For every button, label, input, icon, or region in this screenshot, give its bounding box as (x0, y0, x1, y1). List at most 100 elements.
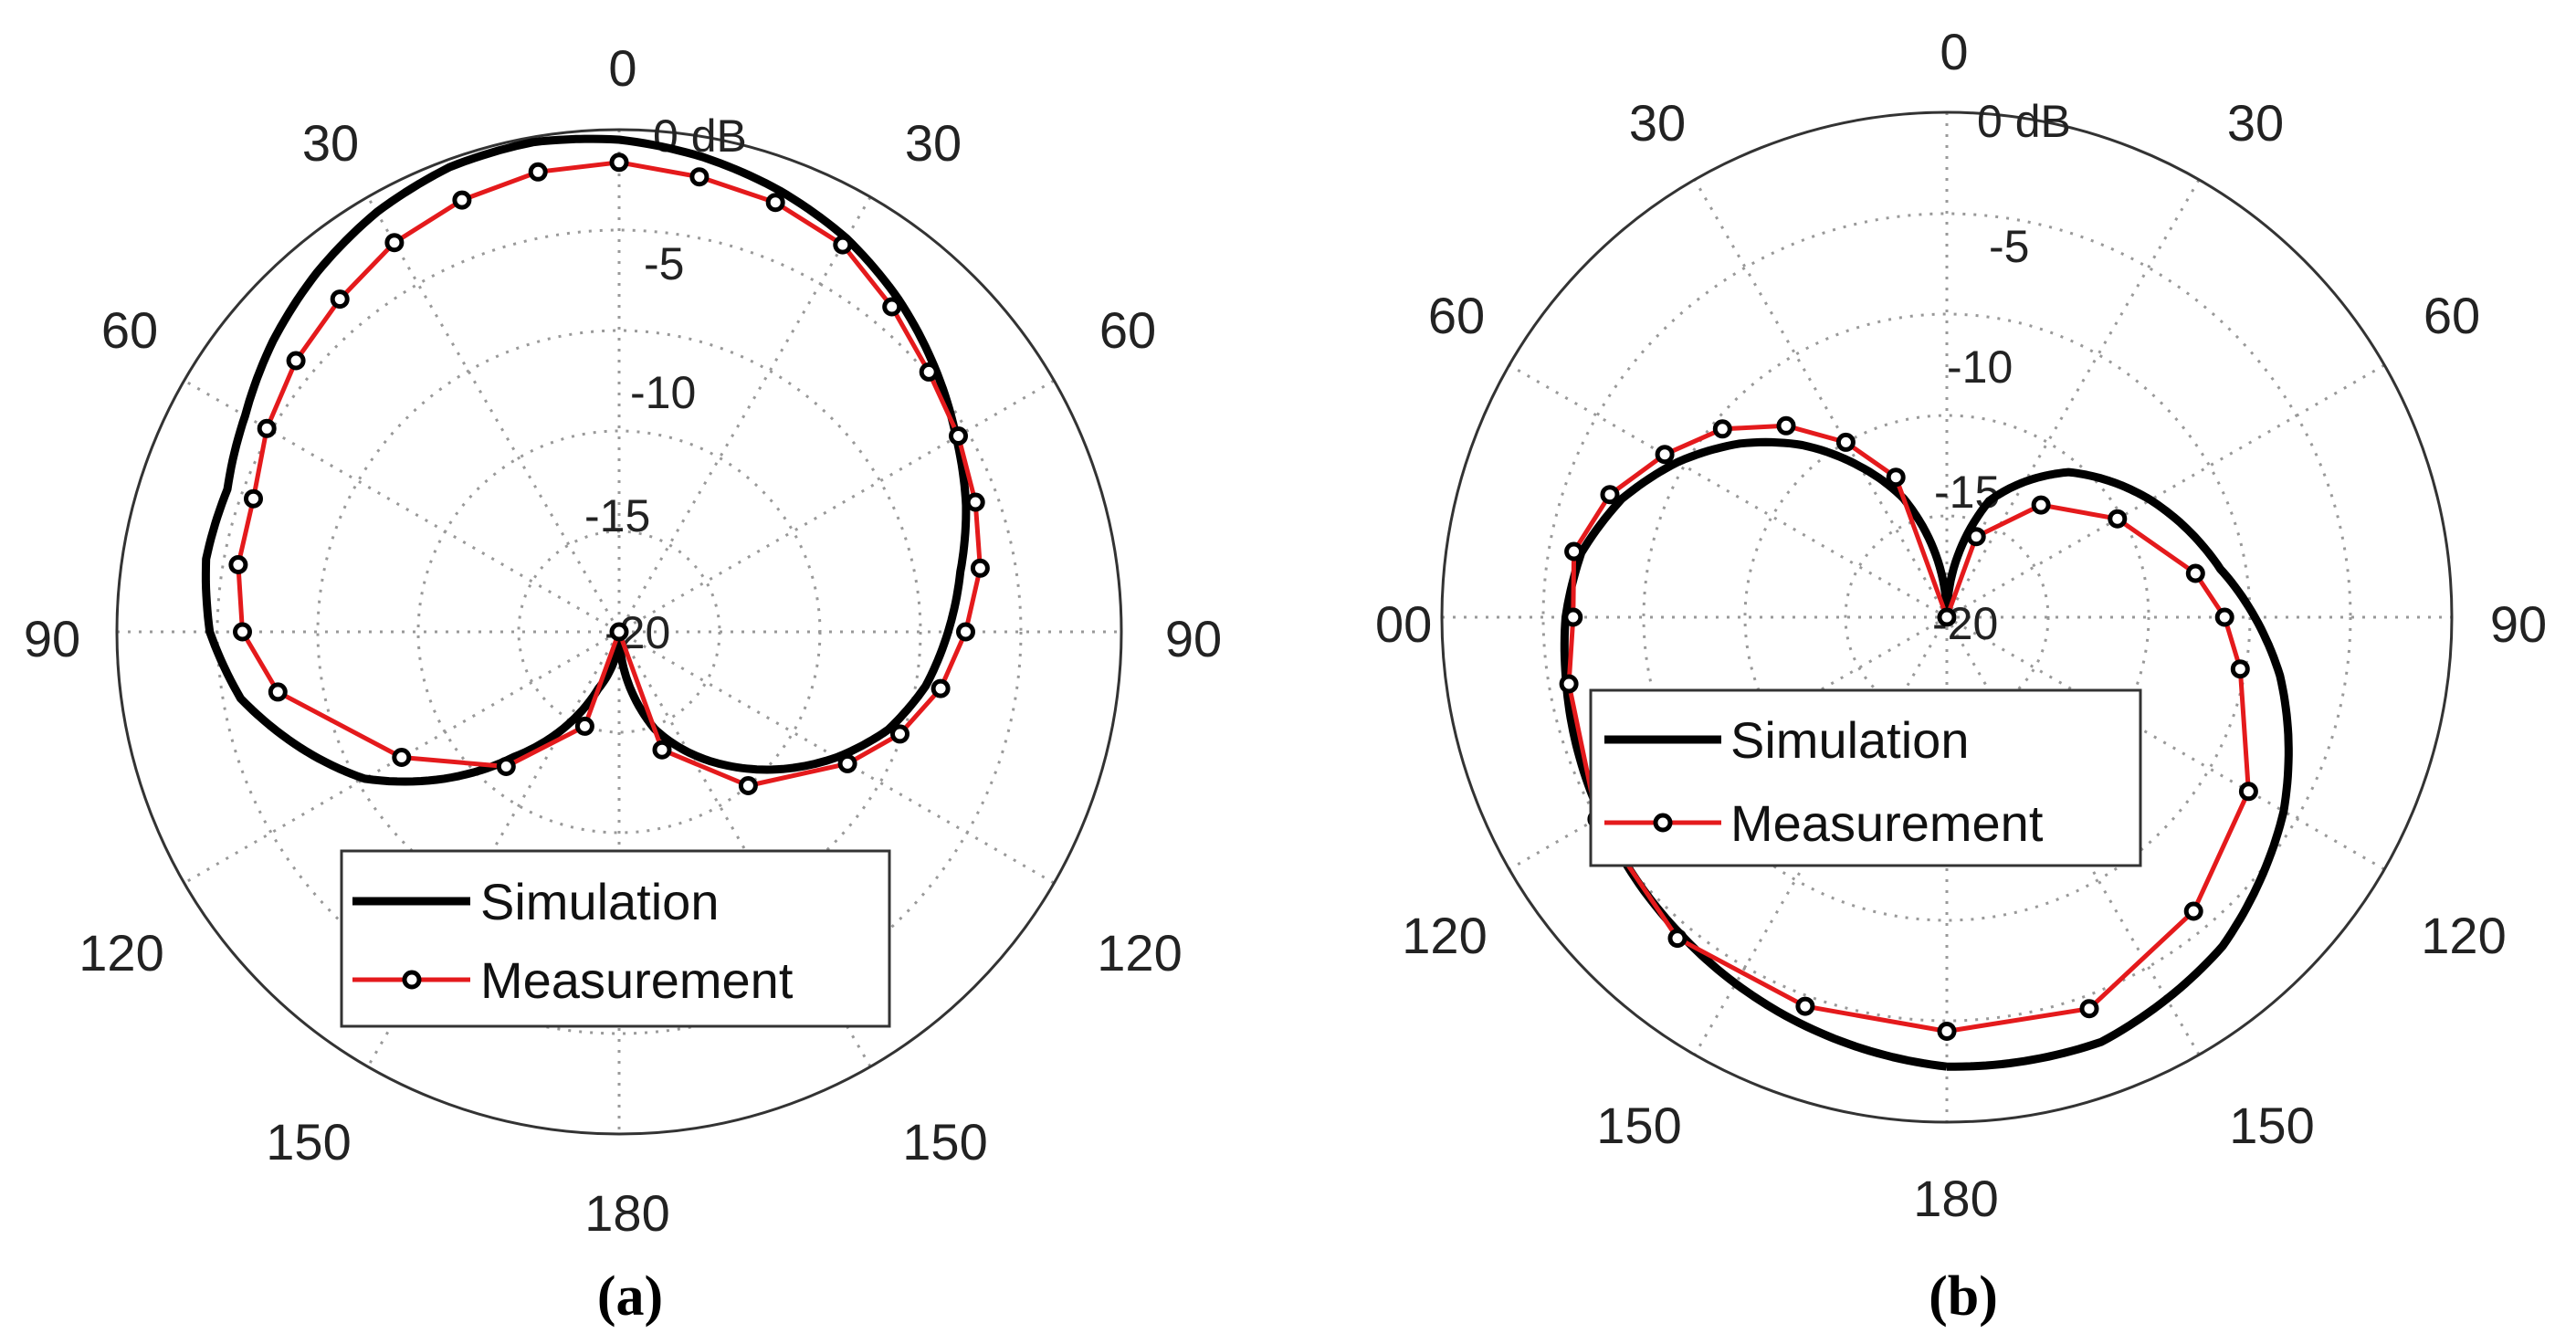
panel-b-legend: Simulation Measurement (1589, 688, 2142, 867)
panel-b-rtick-5: -5 (1989, 221, 2029, 272)
panel-b-outer-ring (1440, 110, 2454, 1124)
panel-b-angle-90-left: 00 (1375, 595, 1432, 653)
panel-a-measurement-point-20 (949, 426, 968, 446)
panel-b-measurement-point-5 (1563, 607, 1583, 627)
panel-a-measurement-point-24 (931, 678, 951, 698)
panel-a-legend-simulation-label: Simulation (480, 873, 719, 930)
panel-a-measurement-point-0 (609, 622, 629, 642)
panel-a-measurement-point-4 (268, 682, 288, 702)
panel-b-measurement-point-19 (2230, 659, 2250, 679)
panel-b-measurement-point-8 (1655, 445, 1675, 465)
panel-a-measurement-point-18 (882, 297, 902, 317)
panel-b-measurement-point-0 (1937, 1022, 1957, 1041)
panel-a-rtick-10: -10 (630, 367, 696, 418)
panel-a-measurement-point-3 (392, 748, 412, 767)
panel-b-measurement-point-22 (2079, 999, 2099, 1019)
panel-b-angle-90-right: 90 (2490, 595, 2547, 653)
panel-a-outer-ring (115, 128, 1123, 1136)
panel-a-measurement-point-16 (765, 193, 785, 213)
panel-a-measurement-point-28 (652, 740, 672, 760)
panel-a-measurement-point-13 (528, 162, 548, 182)
panel-a-measurement-point-15 (689, 167, 710, 187)
panel-a-measurement-point-8 (257, 418, 277, 438)
panel-b-measurement-point-13 (1937, 607, 1957, 627)
panel-b-series (1559, 415, 2293, 1071)
panel-a-legend: Simulation Measurement (340, 849, 891, 1028)
panel-a-measurement-point-22 (970, 558, 990, 578)
panel-a-measurement-point-25 (890, 724, 909, 744)
panel-b-caption: (b) (1929, 1265, 1998, 1328)
panel-b-angle-60-right: 60 (2424, 287, 2480, 344)
panel-a-measurement-point-11 (384, 233, 405, 253)
panel-b-measurement-point-12 (1886, 467, 1906, 488)
panel-a-legend-measurement-marker (402, 970, 422, 990)
panel-a-rtick-5: -5 (644, 238, 684, 289)
panel-a-measurement-point-12 (452, 190, 472, 210)
panel-b-measurement-point-15 (2031, 495, 2051, 515)
panel-a-measurement-point-17 (833, 235, 853, 255)
panel-b-rtick-10: -10 (1947, 341, 2013, 393)
panel-a-measurement-point-19 (919, 362, 939, 382)
panel-b-ring-3 (1642, 312, 2252, 922)
panel-a-radial-ticks: 0 dB -5 -10 -15 -20 (584, 110, 747, 658)
panel-a-measurement-point-27 (738, 776, 758, 795)
panel-b-measurement-point-7 (1600, 485, 1620, 505)
panel-b-angle-120-right: 120 (2421, 907, 2506, 964)
panel-a-angle-30-left: 30 (302, 114, 359, 172)
panel-b-rtick-0: 0 dB (1977, 96, 2071, 147)
panel-b-legend-box (1589, 688, 2142, 867)
panel-a-angle-120-left: 120 (79, 924, 163, 982)
panel-a-angle-180: 180 (584, 1184, 669, 1242)
panel-b-measurement-point-17 (2185, 563, 2205, 583)
panel-a-series (201, 134, 990, 795)
panel-b-angle-60-left: 60 (1428, 287, 1485, 344)
panel-a-measurement-point-21 (965, 492, 985, 512)
panel-a-measurement-point-10 (330, 289, 350, 310)
panel-b-angle-30-left: 30 (1629, 94, 1686, 152)
panel-b-legend-measurement-label: Measurement (1730, 794, 2044, 852)
panel-b-measurement-point-21 (2183, 901, 2203, 921)
panel-a-measurement-point-14 (609, 152, 629, 173)
panel-a-angle-0: 0 (608, 39, 636, 97)
panel-a-measurement-point-5 (233, 622, 252, 642)
panel-b-measurement-point-18 (2214, 607, 2234, 627)
panel-b-angle-labels: 0 30 30 60 60 00 90 120 120 150 150 180 (1375, 23, 2547, 1227)
panel-b-rtick-15: -15 (1934, 467, 2000, 518)
panel-b-measurement-point-14 (1966, 527, 1986, 547)
panel-b-measurement-point-16 (2108, 509, 2128, 529)
panel-b-measurement-point-1 (1795, 996, 1815, 1016)
panel-b-angle-120-left: 120 (1402, 907, 1487, 964)
panel-a-angle-90-left: 90 (24, 610, 80, 667)
panel-b-measurement-point-10 (1776, 415, 1796, 436)
panel-a-simulation-line (201, 134, 971, 786)
panel-b-ring-2 (1743, 414, 2150, 821)
panel-b-angle-0: 0 (1940, 23, 1968, 80)
panel-a-measurement-line (236, 160, 983, 788)
panel-b-angle-150-left: 150 (1596, 1097, 1681, 1154)
panel-a-measurement-point-26 (837, 753, 857, 773)
panel-a-measurement-point-2 (496, 757, 516, 776)
panel-a-angle-120-right: 120 (1097, 924, 1182, 982)
panel-b-ring-1 (1844, 514, 2050, 720)
panel-a-rtick-15: -15 (584, 490, 650, 541)
panel-b-ring-4 (1541, 212, 2352, 1023)
panel-b-angle-30-right: 30 (2227, 94, 2284, 152)
panel-a-angle-90-right: 90 (1165, 610, 1222, 667)
panel-a-caption: (a) (597, 1265, 663, 1328)
panel-a-legend-box (340, 849, 891, 1028)
panel-b-measurement-point-11 (1835, 432, 1856, 452)
panel-b-measurement-line (1566, 423, 2251, 1034)
panel-a-measurement-point-1 (574, 716, 594, 736)
panel-b-measurement-point-20 (2238, 782, 2258, 802)
panel-a-angle-150-left: 150 (266, 1113, 351, 1171)
panel-b: 0 dB -5 -10 -15 -20 0 30 30 60 60 00 90 … (1375, 23, 2547, 1328)
panel-b-legend-measurement-marker (1653, 813, 1673, 833)
panel-b-measurement-point-2 (1667, 929, 1688, 949)
panel-b-measurement-point-9 (1712, 419, 1732, 439)
panel-a-angle-150-right: 150 (902, 1113, 987, 1171)
panel-a-legend-measurement-label: Measurement (480, 951, 794, 1009)
panel-a-measurement-point-7 (244, 488, 263, 509)
panel-a-measurement-point-23 (956, 622, 975, 642)
panel-b-angle-150-right: 150 (2229, 1097, 2314, 1154)
